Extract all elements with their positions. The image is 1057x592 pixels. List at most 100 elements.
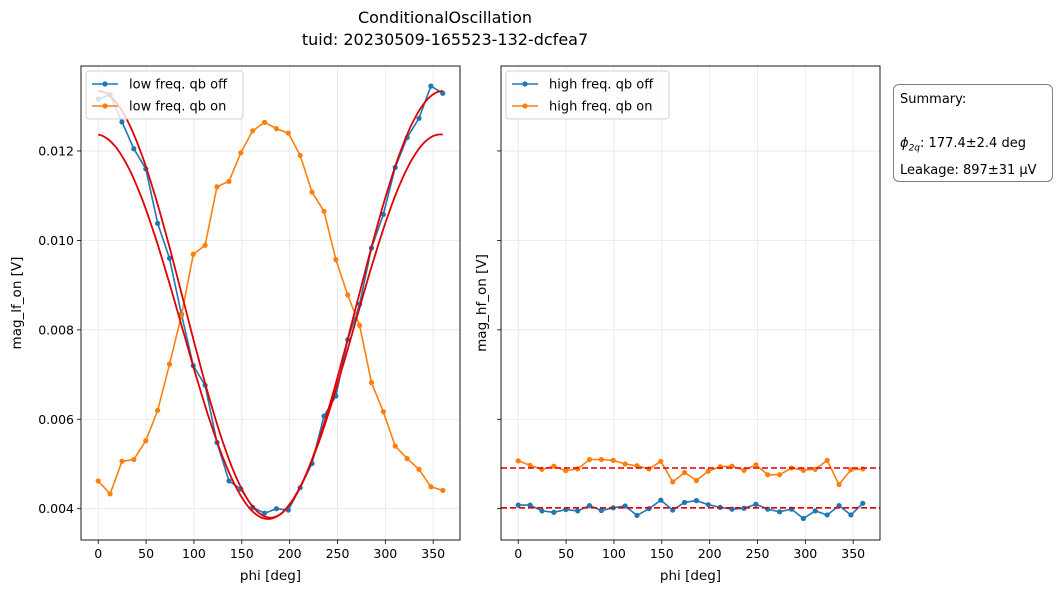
data-point [380, 409, 386, 415]
data-point [860, 500, 866, 506]
data-point [658, 497, 664, 503]
data-point [119, 458, 125, 464]
phi-subscript: 2q [908, 143, 921, 154]
data-point [539, 508, 545, 514]
x-tick-label: 300 [373, 546, 397, 561]
series-line [97, 121, 444, 496]
plot-area [501, 456, 880, 522]
data-point [800, 467, 806, 473]
data-point [848, 512, 854, 518]
data-point [705, 468, 711, 474]
legend-label: high freq. qb off [549, 78, 654, 93]
data-point [610, 457, 616, 464]
data-point [598, 456, 604, 463]
data-point [777, 472, 783, 478]
data-point [202, 242, 208, 248]
data-point [178, 312, 184, 319]
data-point [824, 512, 830, 518]
data-point [575, 508, 581, 514]
data-point [693, 498, 700, 504]
data-point [693, 477, 700, 484]
legend-swatch-marker [102, 103, 108, 109]
data-point [777, 509, 783, 515]
y-axis-label: mag_hf_on [V] [474, 254, 490, 352]
data-point [800, 515, 806, 522]
right-plot: 0 50 100 150 200 250 300 350 phi [deg] mag_hf_on … [474, 65, 881, 584]
x-axis-label: phi [deg] [240, 568, 301, 584]
data-point [238, 150, 244, 156]
data-point [416, 466, 422, 472]
legend-swatch-marker [102, 81, 108, 87]
data-point [575, 466, 581, 472]
data-point [297, 152, 303, 159]
legend-label: low freq. qb on [129, 100, 226, 115]
data-point [131, 456, 137, 463]
data-point [753, 462, 759, 468]
series-line [518, 499, 864, 520]
fit-curve [98, 90, 443, 519]
x-tick-label: 350 [841, 546, 865, 561]
data-point [392, 443, 398, 449]
data-point [681, 499, 688, 506]
data-point [368, 379, 375, 386]
y-tick-label: 0.006 [38, 412, 74, 427]
data-point [131, 146, 137, 152]
x-tick-label: 50 [558, 546, 574, 561]
data-point [273, 126, 280, 132]
data-point [812, 508, 818, 514]
data-point [380, 211, 386, 218]
x-tick-label: 100 [182, 546, 206, 561]
y-tick-label: 0.008 [38, 322, 74, 337]
data-point [95, 478, 101, 484]
summary-phase: ​ [900, 111, 1046, 133]
data-point [765, 472, 771, 478]
x-tick-label: 250 [746, 546, 770, 561]
data-point [753, 501, 759, 507]
data-point [261, 119, 268, 125]
data-point [321, 208, 327, 214]
axes-frame [80, 65, 461, 541]
x-tick-label: 150 [650, 546, 674, 561]
data-point [515, 502, 521, 508]
data-point [273, 506, 280, 512]
data-point [107, 491, 113, 497]
series-line [97, 84, 444, 515]
data-point [527, 462, 533, 468]
legend-box [505, 70, 670, 120]
data-point [428, 83, 434, 89]
data-point [190, 251, 196, 257]
data-point [404, 456, 410, 462]
data-point [261, 510, 268, 516]
y-tick-label: 0.004 [38, 501, 74, 516]
x-tick-label: 0 [514, 546, 522, 561]
data-point [416, 115, 422, 121]
data-point [357, 322, 363, 328]
data-point [166, 255, 173, 261]
data-point [333, 257, 339, 263]
y-tick-label: 0.010 [38, 233, 74, 248]
x-tick-label: 200 [698, 546, 722, 561]
data-point [155, 220, 161, 227]
data-point [670, 507, 676, 513]
summary-phase-value: ϕ2q: 177.4±2.4 deg [900, 133, 1046, 160]
data-point [551, 509, 557, 515]
data-point [155, 407, 161, 413]
legend-swatch-marker [522, 103, 528, 109]
data-point [428, 484, 434, 490]
data-point [860, 466, 866, 472]
data-point [250, 128, 256, 134]
x-axis-label: phi [deg] [660, 568, 721, 584]
data-point [598, 507, 604, 514]
data-point [586, 456, 593, 463]
data-point [634, 463, 640, 469]
data-point [634, 512, 640, 519]
figure-title: ConditionalOscillation [357, 8, 533, 27]
data-point [586, 502, 593, 509]
data-point [166, 361, 173, 367]
legend-box [85, 70, 244, 120]
x-tick-label: 50 [138, 546, 154, 561]
data-point [836, 481, 842, 488]
x-tick-label: 350 [421, 546, 445, 561]
phi-value: : 177.4±2.4 deg [920, 136, 1026, 151]
summary-leakage: Leakage: 897±31 µV [900, 162, 1037, 178]
